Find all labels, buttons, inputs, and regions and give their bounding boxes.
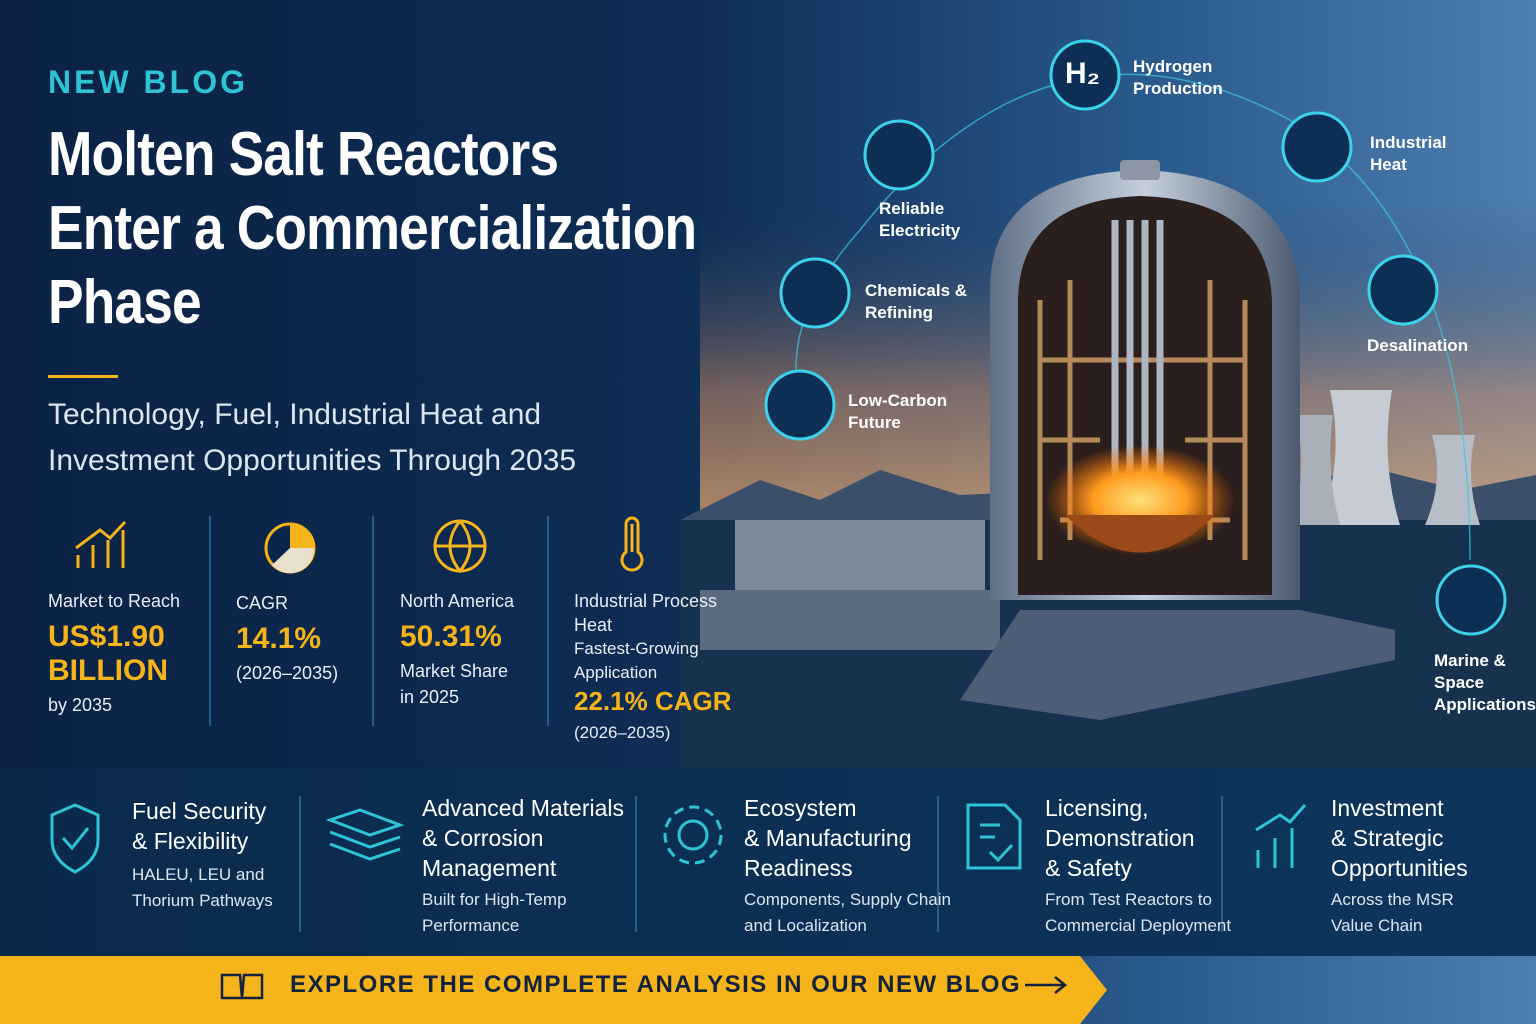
app-node xyxy=(1049,39,1121,111)
app-node xyxy=(1367,254,1439,326)
app-node xyxy=(1281,111,1353,183)
app-node xyxy=(1435,564,1507,636)
stat-label: North America xyxy=(400,591,515,611)
feature-text: Thorium Pathways xyxy=(132,891,273,910)
stat-note: (2026–2035) xyxy=(574,723,671,742)
feature-text: From Test Reactors to xyxy=(1045,890,1212,909)
stat-label: Heat xyxy=(574,615,613,635)
feature-text: Value Chain xyxy=(1331,916,1423,935)
feature-text: Commercial Deployment xyxy=(1045,916,1232,935)
app-label: Electricity xyxy=(879,221,961,240)
app-label: Industrial xyxy=(1370,133,1447,152)
app-node xyxy=(764,369,836,441)
feature-title: Ecosystem xyxy=(744,795,857,821)
stat-value: US$1.90 xyxy=(48,620,165,653)
app-node xyxy=(863,119,935,191)
stat-value: 14.1% xyxy=(236,622,322,655)
feature-title: Investment xyxy=(1331,795,1444,821)
stat-value: 22.1% CAGR xyxy=(574,686,732,716)
stat-note: in 2025 xyxy=(400,687,460,707)
blog-tag: NEW BLOG xyxy=(48,64,248,100)
feature-title: Fuel Security xyxy=(132,798,267,824)
stat-note: Market Share xyxy=(400,661,509,681)
feature-text: and Localization xyxy=(744,916,867,935)
feature-title: Advanced Materials xyxy=(422,795,624,821)
app-label: Future xyxy=(848,413,901,432)
feature-title: Opportunities xyxy=(1331,855,1468,881)
app-label: Desalination xyxy=(1367,336,1469,355)
feature-text: HALEU, LEU and xyxy=(132,865,265,884)
stat-label: Application xyxy=(574,663,658,682)
app-label: Reliable xyxy=(879,199,945,218)
stat-label: Fastest-Growing xyxy=(574,639,699,658)
stat-value: BILLION xyxy=(48,654,168,687)
stat-label: Industrial Process xyxy=(574,591,718,611)
subtitle: Investment Opportunities Through 2035 xyxy=(48,444,577,477)
feature-title: Management xyxy=(422,855,557,881)
stat-label: CAGR xyxy=(236,593,289,613)
stat-note: (2026–2035) xyxy=(236,663,339,683)
feature-title: Readiness xyxy=(744,855,853,881)
app-node xyxy=(779,257,851,329)
app-label: Heat xyxy=(1370,155,1407,174)
app-label: Chemicals & xyxy=(865,281,968,300)
feature-text: Built for High-Temp xyxy=(422,890,567,909)
app-label: Production xyxy=(1133,79,1223,98)
app-label: Applications xyxy=(1434,695,1536,714)
cta-text: EXPLORE THE COMPLETE ANALYSIS IN OUR NEW… xyxy=(290,971,1022,998)
feature-text: Components, Supply Chain xyxy=(744,890,951,909)
app-label: Refining xyxy=(865,303,933,322)
title: Phase xyxy=(48,268,202,337)
app-label: Hydrogen xyxy=(1133,57,1213,76)
feature-title: Licensing, xyxy=(1045,795,1149,821)
app-label: Marine & xyxy=(1434,651,1506,670)
stat-value: 50.31% xyxy=(400,620,502,653)
stat-note: by 2035 xyxy=(48,695,113,715)
feature-title: & Flexibility xyxy=(132,828,249,854)
feature-title: & Strategic xyxy=(1331,825,1444,851)
feature-title: & Safety xyxy=(1045,855,1132,881)
title: Enter a Commercialization xyxy=(48,194,697,263)
title: Molten Salt Reactors xyxy=(48,120,559,189)
stat-label: Market to Reach xyxy=(48,591,181,611)
app-label: Low-Carbon xyxy=(848,391,948,410)
feature-title: Demonstration xyxy=(1045,825,1195,851)
feature-title: & Corrosion xyxy=(422,825,544,851)
feature-text: Across the MSR xyxy=(1331,890,1454,909)
app-icon: H₂ xyxy=(1065,57,1100,90)
feature-text: Performance xyxy=(422,916,520,935)
feature-title: & Manufacturing xyxy=(744,825,912,851)
subtitle: Technology, Fuel, Industrial Heat and xyxy=(48,398,542,431)
app-label: Space xyxy=(1434,673,1485,692)
